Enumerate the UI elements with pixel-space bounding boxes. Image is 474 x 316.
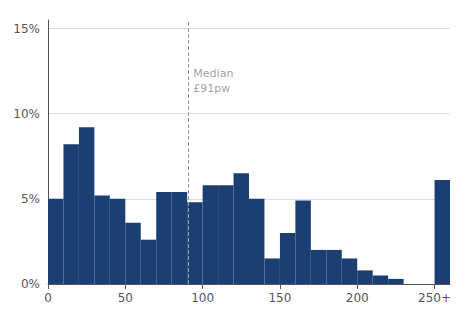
- svg-text:150: 150: [268, 291, 291, 305]
- svg-text:200: 200: [346, 291, 369, 305]
- svg-text:0: 0: [44, 291, 52, 305]
- svg-text:5%: 5%: [21, 192, 40, 206]
- svg-text:50: 50: [118, 291, 133, 305]
- svg-text:£91pw: £91pw: [193, 82, 230, 95]
- svg-text:250+: 250+: [418, 291, 451, 305]
- svg-text:15%: 15%: [13, 22, 40, 36]
- svg-text:0%: 0%: [21, 277, 40, 291]
- svg-text:Median: Median: [193, 67, 233, 80]
- svg-text:100: 100: [191, 291, 214, 305]
- svg-text:10%: 10%: [13, 107, 40, 121]
